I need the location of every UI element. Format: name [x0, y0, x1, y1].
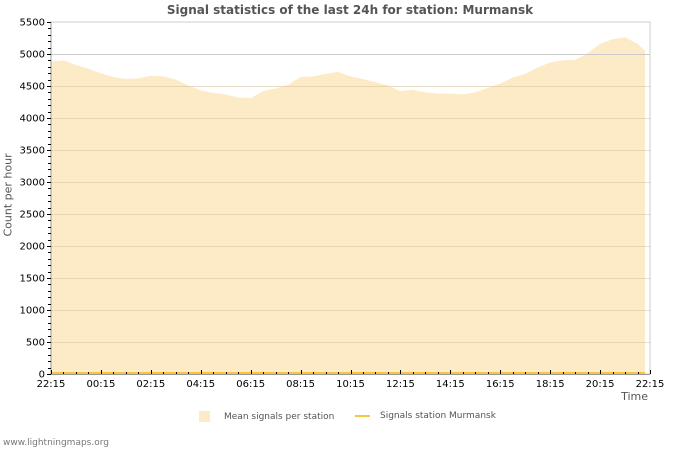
- legend-station-label: Signals station Murmansk: [380, 411, 496, 421]
- svg-text:2000: 2000: [20, 242, 45, 253]
- svg-text:18:15: 18:15: [536, 379, 565, 390]
- svg-text:3500: 3500: [20, 146, 45, 157]
- svg-text:22:15: 22:15: [37, 379, 66, 390]
- svg-text:04:15: 04:15: [186, 379, 215, 390]
- x-axis-label: Time: [621, 390, 648, 403]
- svg-text:08:15: 08:15: [286, 379, 315, 390]
- svg-text:00:15: 00:15: [87, 379, 116, 390]
- footer-credit: www.lightningmaps.org: [3, 438, 109, 448]
- svg-text:0: 0: [39, 370, 45, 381]
- svg-text:14:15: 14:15: [436, 379, 465, 390]
- svg-text:500: 500: [26, 338, 45, 349]
- svg-text:3000: 3000: [20, 178, 45, 189]
- svg-text:1500: 1500: [20, 274, 45, 285]
- chart-title: Signal statistics of the last 24h for st…: [166, 3, 534, 17]
- svg-text:02:15: 02:15: [136, 379, 165, 390]
- svg-text:10:15: 10:15: [336, 379, 365, 390]
- line-swatch-icon: [355, 415, 370, 417]
- svg-text:06:15: 06:15: [236, 379, 265, 390]
- legend-item-mean[interactable]: Mean signals per station: [199, 411, 334, 422]
- chart-plot: 0 500 1000 1500 2000 2500 3000 3500 4000 4500 5000…: [20, 18, 665, 391]
- legend-mean-label: Mean signals per station: [224, 411, 335, 422]
- svg-text:5000: 5000: [20, 50, 45, 61]
- axes: 0 500 1000 1500 2000 2500 3000 3500 4000 4500 5000…: [20, 18, 665, 391]
- y-axis-label: Count per hour: [1, 153, 15, 237]
- legend-item-station[interactable]: Signals station Murmansk: [355, 411, 496, 421]
- svg-text:5500: 5500: [20, 18, 45, 29]
- area-swatch-icon: [199, 411, 210, 422]
- svg-text:12:15: 12:15: [386, 379, 415, 390]
- svg-text:4500: 4500: [20, 82, 45, 93]
- svg-text:1000: 1000: [20, 306, 45, 317]
- svg-text:16:15: 16:15: [486, 379, 515, 390]
- svg-text:2500: 2500: [20, 210, 45, 221]
- svg-text:20:15: 20:15: [586, 379, 615, 390]
- mean-signals-area: [51, 37, 645, 375]
- svg-text:22:15: 22:15: [636, 379, 665, 390]
- svg-text:4000: 4000: [20, 114, 45, 125]
